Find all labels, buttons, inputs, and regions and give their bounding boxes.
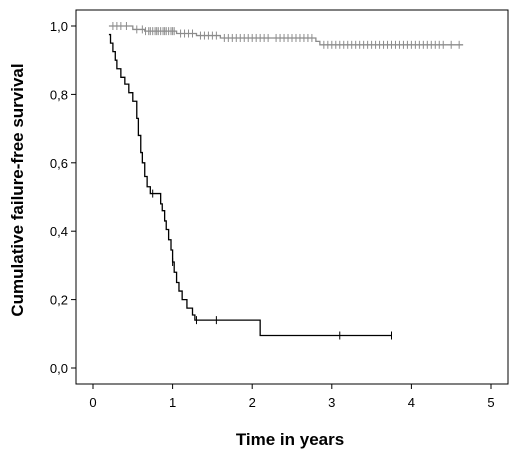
y-tick-label: 0,4 (50, 224, 68, 239)
y-axis-title: Cumulative failure-free survival (8, 63, 27, 316)
y-tick-label: 1,0 (50, 19, 68, 34)
x-tick-label: 0 (89, 395, 96, 410)
y-tick-label: 0,2 (50, 293, 68, 308)
survival-curve (108, 25, 464, 46)
x-axis-title: Time in years (236, 430, 344, 449)
x-tick-label: 4 (408, 395, 415, 410)
x-tick-label: 3 (328, 395, 335, 410)
y-tick-label: 0,8 (50, 87, 68, 102)
survival-curve (108, 33, 392, 337)
x-tick-label: 2 (249, 395, 256, 410)
x-tick-label: 1 (169, 395, 176, 410)
survival-series-1 (108, 22, 464, 49)
y-tick-label: 0,0 (50, 361, 68, 376)
x-tick-label: 5 (487, 395, 494, 410)
ticks-layer: 0,0 0,2 0,4 0,6 0,8 1,0 0 1 2 3 4 5 (50, 19, 495, 410)
series-layer (108, 22, 464, 340)
y-tick-label: 0,6 (50, 156, 68, 171)
plot-frame (75, 9, 509, 385)
survival-series-2 (108, 33, 392, 340)
